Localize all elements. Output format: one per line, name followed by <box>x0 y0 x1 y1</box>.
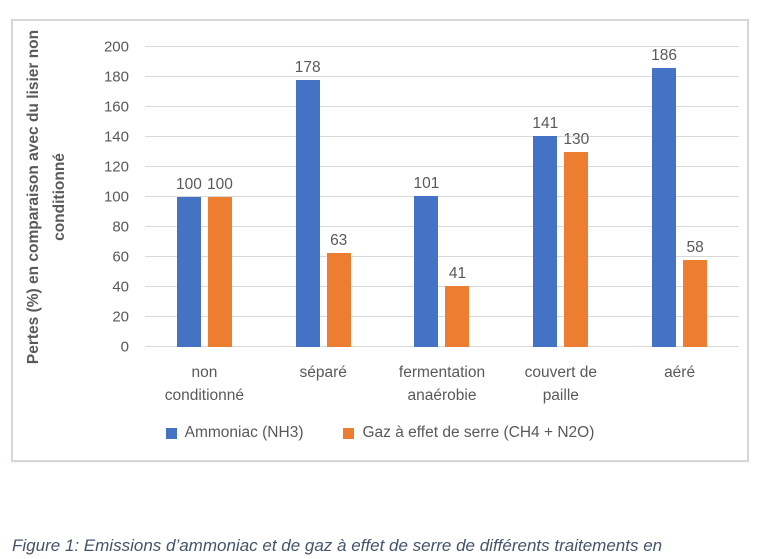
x-axis-labels: non conditionné séparé fermentation anaéro… <box>145 361 739 407</box>
x-category-label: fermentation anaérobie <box>398 364 486 404</box>
x-category-label: couvert de paille <box>524 364 597 404</box>
bar-slot: 186 <box>651 47 678 347</box>
y-tick-label: 0 <box>120 338 129 356</box>
legend-swatch-icon <box>343 427 355 439</box>
y-tick-label: 20 <box>112 308 129 326</box>
bar-group: 186 58 <box>620 47 739 347</box>
gridline <box>145 316 739 317</box>
bar-value-label: 100 <box>206 176 233 193</box>
legend-label: Gaz à effet de serre (CH4 + N2O) <box>362 424 595 441</box>
bar-slot: 100 <box>175 47 202 347</box>
bar-group: 100 100 <box>145 47 264 347</box>
gridline <box>145 256 739 257</box>
bar-slot: 58 <box>683 47 708 347</box>
bar-slot: 101 <box>413 47 440 347</box>
y-tick-label: 160 <box>103 98 129 116</box>
bar[interactable] <box>414 195 439 347</box>
bar-value-label: 186 <box>651 47 678 64</box>
y-tick-label: 200 <box>103 38 129 56</box>
y-tick-label: 60 <box>112 248 129 266</box>
bar[interactable] <box>445 285 470 347</box>
y-tick-label: 100 <box>103 188 129 206</box>
bar[interactable] <box>533 135 558 347</box>
bar[interactable] <box>683 260 708 347</box>
gridline <box>145 136 739 137</box>
bar-groups: 100 100 178 63 101 41 141 130 186 58 <box>145 47 739 347</box>
gridline <box>145 226 739 227</box>
gridline <box>145 106 739 107</box>
legend-item[interactable]: Ammoniac (NH3) <box>165 424 304 442</box>
bar-value-label: 178 <box>294 59 321 76</box>
x-category-label: non conditionné <box>164 364 245 404</box>
legend-label: Ammoniac (NH3) <box>184 424 304 441</box>
x-category-label: séparé <box>299 364 347 381</box>
bar-slot: 41 <box>445 47 470 347</box>
plot-area <box>145 46 739 347</box>
x-category-label: aéré <box>664 364 696 381</box>
y-axis-ticks: 0 20 40 60 80 100 120 140 160 180 200 <box>13 39 137 356</box>
bar[interactable] <box>326 252 351 347</box>
y-tick-label: 40 <box>112 278 129 296</box>
bar-slot: 178 <box>294 47 321 347</box>
y-tick-label: 180 <box>103 68 129 86</box>
bar-slot: 100 <box>206 47 233 347</box>
y-tick-label: 140 <box>103 128 129 146</box>
legend-item[interactable]: Gaz à effet de serre (CH4 + N2O) <box>343 424 594 442</box>
figure-caption: Figure 1: Emissions d’ammoniac et de gaz… <box>12 485 760 559</box>
legend: Ammoniac (NH3) Gaz à effet de serre (CH4 … <box>13 424 747 442</box>
bar-slot: 63 <box>326 47 351 347</box>
caption-line: Figure 1: Emissions d’ammoniac et de gaz… <box>12 536 663 555</box>
bar-value-label: 41 <box>448 264 467 282</box>
bar-value-label: 63 <box>330 231 348 249</box>
bar-slot: 141 <box>532 47 559 347</box>
bar[interactable] <box>652 68 677 347</box>
bar-value-label: 141 <box>532 114 559 132</box>
bar[interactable] <box>564 152 589 347</box>
bar-value-label: 101 <box>413 174 440 192</box>
bar[interactable] <box>295 80 320 347</box>
bar[interactable] <box>207 197 232 347</box>
gridline <box>145 76 739 77</box>
bar-slot: 130 <box>563 47 590 347</box>
y-tick-label: 120 <box>103 158 129 176</box>
bar-value-label: 58 <box>686 239 704 256</box>
gridline <box>145 286 739 287</box>
bar-value-label: 130 <box>563 131 590 148</box>
bar-value-label: 100 <box>175 176 202 193</box>
gridline <box>145 196 739 197</box>
bar-group: 178 63 <box>264 47 383 347</box>
gridline <box>145 46 739 47</box>
gridline <box>145 166 739 167</box>
chart-container: Pertes (%) en comparaison avec du lisier… <box>11 19 749 462</box>
bar[interactable] <box>176 197 201 347</box>
bar-group: 101 41 <box>383 47 502 347</box>
legend-swatch-icon <box>165 427 177 439</box>
gridline <box>145 346 739 347</box>
bar-group: 141 130 <box>501 47 620 347</box>
y-tick-label: 80 <box>112 218 129 236</box>
